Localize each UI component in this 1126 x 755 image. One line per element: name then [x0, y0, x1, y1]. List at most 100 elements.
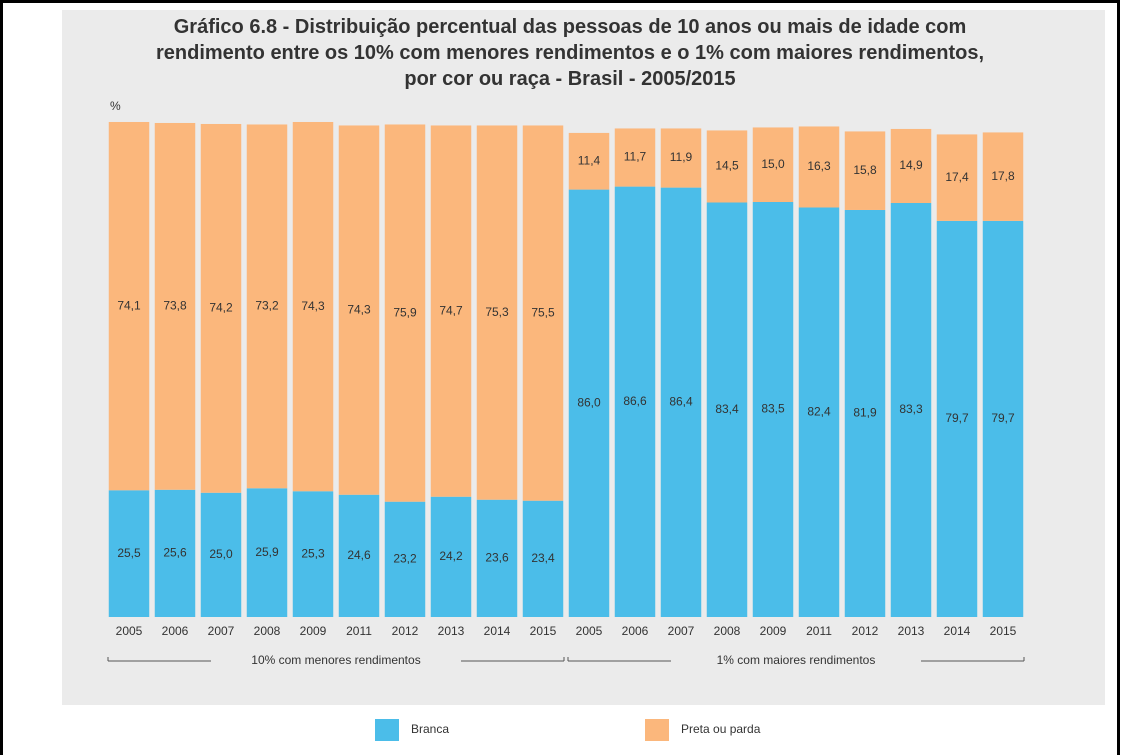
- bar-segment: [338, 494, 380, 617]
- x-tick-label: 2013: [438, 624, 465, 638]
- data-label: 25,3: [301, 546, 325, 560]
- data-label: 83,5: [761, 402, 785, 416]
- data-label: 23,2: [393, 552, 417, 566]
- bar-segment: [476, 125, 518, 500]
- bar-segment: [752, 127, 794, 203]
- bar-segment: [292, 491, 334, 617]
- bar-segment: [246, 488, 288, 617]
- data-label: 14,9: [899, 158, 923, 172]
- bar-segment: [660, 187, 702, 618]
- x-tick-label: 2014: [484, 624, 511, 638]
- data-label: 74,3: [301, 299, 325, 313]
- data-label: 73,2: [255, 299, 279, 313]
- bar-segment: [476, 499, 518, 617]
- bar-segment: [706, 130, 748, 203]
- data-label: 16,3: [807, 159, 831, 173]
- legend-swatch: [375, 719, 399, 741]
- data-label: 25,5: [117, 546, 141, 560]
- data-label: 17,4: [945, 170, 969, 184]
- data-label: 75,5: [531, 305, 555, 319]
- data-label: 73,8: [163, 299, 187, 313]
- bar-segment: [844, 131, 886, 210]
- bar-segment: [108, 121, 150, 491]
- data-label: 15,8: [853, 163, 877, 177]
- data-label: 83,3: [899, 402, 923, 416]
- bar-segment: [982, 132, 1024, 221]
- x-tick-label: 2014: [944, 624, 971, 638]
- bar-segment: [706, 202, 748, 617]
- group-label: 10% com menores rendimentos: [251, 653, 420, 667]
- x-tick-label: 2015: [530, 624, 557, 638]
- data-label: 15,0: [761, 157, 785, 171]
- x-tick-label: 2009: [760, 624, 787, 638]
- bar-segment: [522, 125, 564, 501]
- bar-segment: [246, 124, 288, 489]
- legend-label: Preta ou parda: [681, 722, 761, 736]
- x-tick-label: 2005: [576, 624, 603, 638]
- data-label: 17,8: [991, 169, 1015, 183]
- data-label: 83,4: [715, 402, 739, 416]
- x-tick-label: 2005: [116, 624, 143, 638]
- data-label: 74,1: [117, 298, 141, 312]
- bar-segment: [384, 124, 426, 502]
- bar-segment: [614, 128, 656, 187]
- bar-segment: [200, 123, 242, 493]
- data-label: 23,6: [485, 551, 509, 565]
- data-label: 14,5: [715, 159, 739, 173]
- data-label: 82,4: [807, 404, 831, 418]
- bar-segment: [798, 207, 840, 618]
- data-label: 23,4: [531, 551, 555, 565]
- data-label: 86,6: [623, 394, 647, 408]
- bar-segment: [936, 134, 978, 221]
- y-axis-label: %: [110, 99, 121, 113]
- bar-segment: [154, 122, 196, 490]
- x-tick-label: 2006: [162, 624, 189, 638]
- data-label: 24,6: [347, 548, 371, 562]
- data-label: 11,9: [670, 150, 693, 164]
- group-label: 1% com maiores rendimentos: [717, 653, 876, 667]
- bar-segment: [292, 121, 334, 492]
- data-label: 74,7: [439, 303, 463, 317]
- bar-segment: [200, 492, 242, 617]
- data-label: 11,4: [578, 153, 601, 167]
- data-label: 11,7: [624, 150, 647, 164]
- bar-segment: [154, 489, 196, 617]
- data-label: 86,4: [669, 394, 693, 408]
- x-tick-label: 2009: [300, 624, 327, 638]
- bar-segment: [614, 186, 656, 617]
- x-tick-label: 2006: [622, 624, 649, 638]
- x-tick-label: 2008: [714, 624, 741, 638]
- x-tick-label: 2007: [208, 624, 235, 638]
- bar-segment: [108, 490, 150, 617]
- bar-segment: [568, 132, 610, 190]
- x-tick-label: 2011: [806, 624, 832, 638]
- bar-segment: [798, 126, 840, 208]
- x-tick-label: 2011: [346, 624, 372, 638]
- x-tick-label: 2007: [668, 624, 695, 638]
- data-label: 75,3: [485, 305, 509, 319]
- data-label: 79,7: [945, 411, 969, 425]
- bar-segment: [660, 128, 702, 188]
- x-tick-label: 2008: [254, 624, 281, 638]
- chart-title: Gráfico 6.8 - Distribuição percentual da…: [155, 16, 985, 90]
- x-tick-label: 2013: [898, 624, 925, 638]
- bar-segment: [982, 220, 1024, 618]
- data-label: 25,9: [255, 545, 279, 559]
- bar-segment: [384, 501, 426, 617]
- legend-swatch: [645, 719, 669, 741]
- bar-segment: [890, 128, 932, 203]
- data-label: 75,9: [393, 305, 417, 319]
- bar-segment: [752, 202, 794, 617]
- bar-segment: [430, 125, 472, 497]
- data-label: 74,2: [209, 301, 233, 315]
- x-tick-label: 2012: [392, 624, 419, 638]
- x-tick-label: 2015: [990, 624, 1017, 638]
- data-label: 25,0: [209, 547, 233, 561]
- bar-segment: [568, 189, 610, 617]
- data-label: 81,9: [853, 406, 877, 420]
- bar-segment: [522, 500, 564, 617]
- data-label: 79,7: [991, 411, 1015, 425]
- x-tick-label: 2012: [852, 624, 879, 638]
